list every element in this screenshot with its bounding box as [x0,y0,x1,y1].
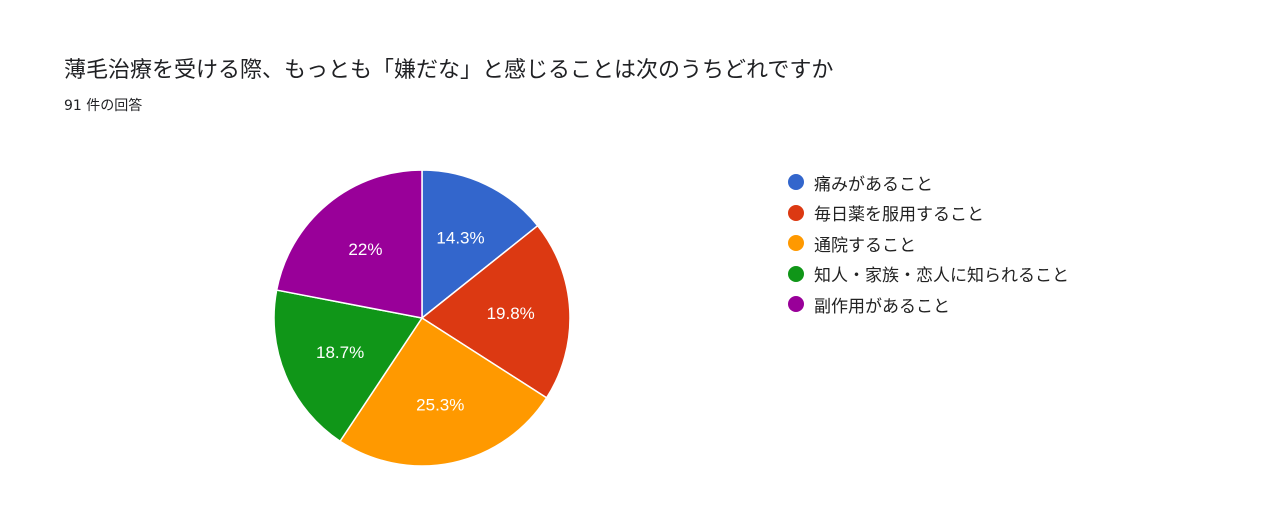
legend-item-1: 痛みがあること [788,167,1069,198]
response-count: 91 件の回答 [64,98,143,114]
slice-label-1: 14.3% [436,228,484,247]
legend-swatch-icon [788,265,804,282]
legend-item-3: 通院すること [788,228,1069,259]
slice-label-3: 25.3% [416,395,464,414]
legend-swatch-icon [788,204,804,221]
legend-swatch-icon [788,174,804,191]
legend-label: 毎日薬を服用すること [814,205,984,226]
legend-swatch-icon [788,235,804,252]
legend-label: 通院すること [814,235,916,256]
pie-slice-3 [338,316,548,467]
chart-title: 薄毛治療を受ける際、もっとも「嫌だな」と感じることは次のうちどれですか [64,58,834,83]
legend-item-5: 副作用があること [788,289,1069,320]
pie-slice-5 [275,169,423,319]
pie-slice-1 [421,169,539,320]
chart-legend: 痛みがあること毎日薬を服用すること 通院すること知人・家族・恋人に知られること 副作… [788,167,1069,320]
legend-item-2: 毎日薬を服用すること [788,198,1069,229]
legend-item-4: 知人・家族・恋人に知られること [788,259,1069,290]
legend-label: 知人・家族・恋人に知られること [814,266,1069,287]
slice-label-2: 19.8% [487,304,535,323]
legend-label: 痛みがあること [814,174,933,195]
slice-label-5: 22% [348,240,382,259]
pie-slice-4 [273,289,424,443]
slice-label-4: 18.7% [316,343,364,362]
legend-label: 副作用があること [814,296,950,317]
pie-slice-2 [420,224,571,399]
legend-swatch-icon [788,296,804,313]
